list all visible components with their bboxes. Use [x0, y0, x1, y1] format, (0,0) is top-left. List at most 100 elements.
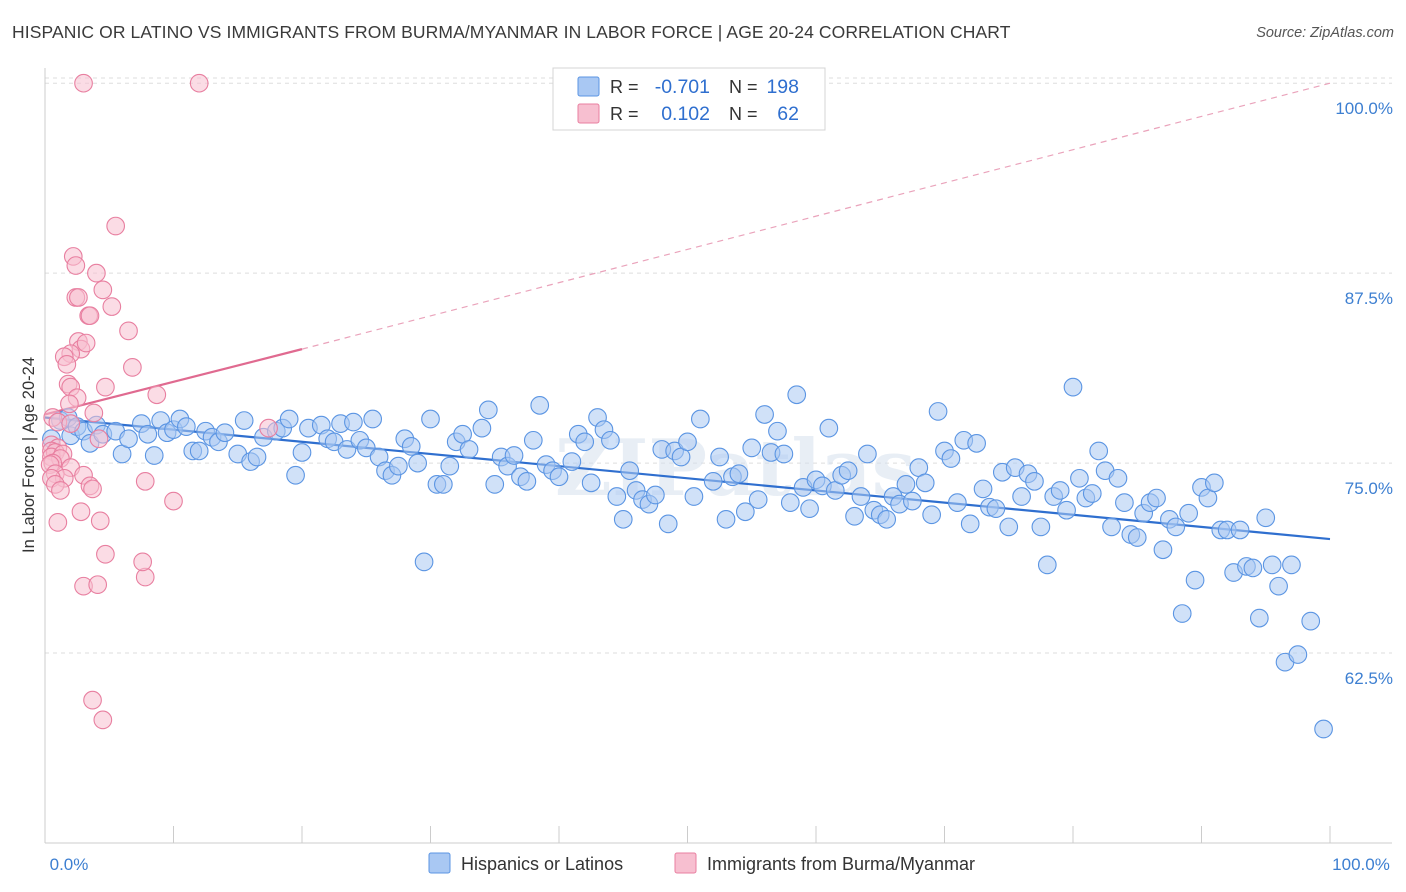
point-burma — [74, 73, 93, 93]
data-points — [40, 73, 1333, 739]
point-burma — [87, 263, 106, 283]
point-burma — [147, 385, 167, 405]
bottom-legend-label-burma: Immigrants from Burma/Myanmar — [707, 854, 975, 874]
point-hispanic — [845, 506, 864, 526]
point-hispanic — [1172, 604, 1192, 623]
point-hispanic — [947, 493, 967, 512]
point-hispanic — [877, 509, 897, 529]
bottom-legend-swatch-hispanic — [428, 852, 451, 874]
legend-r-label-2: R = — [610, 104, 639, 124]
point-hispanic — [421, 409, 440, 429]
point-hispanic — [678, 432, 697, 452]
point-hispanic — [1127, 528, 1147, 547]
point-hispanic — [973, 479, 993, 499]
point-hispanic — [1288, 645, 1308, 664]
point-hispanic — [1301, 611, 1321, 631]
legend: R = -0.701 N = 198 R = 0.102 N = 62 — [552, 67, 826, 131]
point-hispanic — [851, 487, 871, 506]
point-hispanic — [517, 471, 537, 491]
legend-r-value-1: -0.701 — [655, 76, 710, 98]
point-burma — [259, 418, 278, 438]
point-burma — [135, 567, 155, 587]
point-hispanic — [960, 514, 980, 534]
point-hispanic — [1256, 508, 1276, 528]
point-burma — [69, 288, 88, 307]
point-hispanic — [1147, 488, 1166, 508]
point-hispanic — [530, 396, 550, 415]
point-burma — [93, 280, 113, 300]
trend-line-dashed-1 — [301, 82, 1331, 350]
point-hispanic — [1063, 377, 1083, 397]
point-hispanic — [896, 475, 916, 494]
point-hispanic — [1025, 471, 1044, 491]
point-burma — [189, 73, 209, 93]
legend-n-label-2: N = — [729, 104, 758, 124]
x-tick-label: 100.0% — [1332, 855, 1390, 874]
point-hispanic — [903, 491, 922, 511]
tick-labels: 62.5% 75.0% 87.5% 100.0% 0.0% 100.0% — [50, 99, 1393, 874]
point-burma — [84, 403, 104, 423]
point-hispanic — [742, 438, 762, 458]
point-burma — [71, 502, 91, 522]
point-hispanic — [1115, 493, 1134, 512]
point-burma — [89, 429, 109, 449]
point-hispanic — [1031, 517, 1051, 537]
grid-lines — [45, 77, 1392, 654]
y-tick-label: 100.0% — [1335, 99, 1393, 118]
point-hispanic — [999, 517, 1019, 537]
point-hispanic — [292, 443, 312, 462]
legend-n-value-2: 62 — [777, 103, 799, 125]
point-hispanic — [478, 400, 498, 420]
point-hispanic — [684, 487, 704, 506]
point-hispanic — [1282, 555, 1301, 575]
point-hispanic — [459, 440, 479, 459]
source-label: Source: ZipAtlas.com — [1256, 25, 1394, 41]
point-burma — [48, 513, 68, 532]
y-axis-title: In Labor Force | Age 20-24 — [20, 357, 38, 553]
point-hispanic — [1185, 570, 1205, 590]
bottom-legend: Hispanics or Latinos Immigrants from Bur… — [428, 852, 975, 874]
point-hispanic — [344, 412, 363, 432]
point-burma — [96, 377, 115, 397]
point-hispanic — [215, 423, 235, 443]
point-hispanic — [800, 499, 819, 519]
point-hispanic — [1012, 487, 1031, 506]
point-hispanic — [620, 461, 640, 481]
point-hispanic — [658, 514, 678, 534]
point-hispanic — [1070, 468, 1089, 488]
point-hispanic — [1037, 555, 1057, 575]
bottom-legend-swatch-burma — [674, 852, 697, 874]
point-hispanic — [858, 444, 877, 464]
chart-title: HISPANIC OR LATINO VS IMMIGRANTS FROM BU… — [12, 22, 1011, 42]
point-hispanic — [1057, 500, 1076, 520]
x-tick-label: 0.0% — [50, 855, 89, 874]
point-hispanic — [1082, 484, 1102, 503]
point-hispanic — [119, 429, 138, 449]
point-burma — [119, 321, 138, 341]
point-hispanic — [234, 411, 254, 430]
point-hispanic — [138, 424, 158, 444]
point-hispanic — [440, 456, 460, 476]
point-hispanic — [986, 499, 1006, 519]
point-burma — [106, 216, 126, 236]
point-hispanic — [523, 430, 543, 450]
point-hispanic — [337, 440, 357, 459]
point-burma — [88, 575, 108, 595]
legend-r-value-2: 0.102 — [661, 103, 710, 125]
point-hispanic — [363, 409, 383, 429]
point-hispanic — [1230, 520, 1250, 540]
legend-swatch-hispanic — [577, 76, 600, 97]
point-hispanic — [408, 453, 428, 473]
point-burma — [51, 481, 70, 500]
point-hispanic — [177, 417, 196, 436]
point-burma — [96, 544, 115, 564]
legend-r-label-1: R = — [610, 77, 639, 97]
point-burma — [57, 354, 77, 374]
point-burma — [61, 414, 81, 433]
point-hispanic — [735, 502, 755, 522]
point-burma — [93, 710, 113, 730]
point-hispanic — [787, 385, 807, 405]
y-tick-label: 62.5% — [1345, 669, 1393, 688]
point-hispanic — [716, 509, 736, 529]
bottom-legend-label-hispanic: Hispanics or Latinos — [461, 854, 623, 874]
